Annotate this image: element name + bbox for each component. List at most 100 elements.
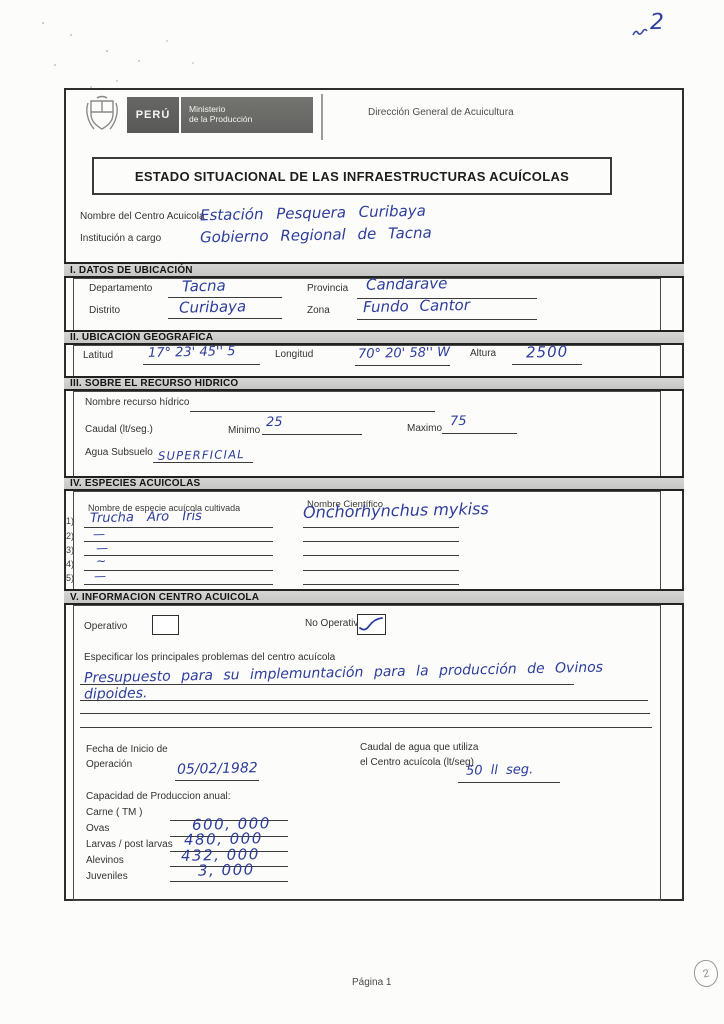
ruled-line bbox=[80, 713, 650, 715]
direction-label: Dirección General de Acuicultura bbox=[368, 107, 514, 118]
altura-label: Altura bbox=[470, 348, 497, 359]
produccion-row-label: Juveniles bbox=[86, 871, 128, 882]
species-name: — bbox=[93, 568, 107, 584]
section2-header-bar: II. UBICACIÓN GEOGRAFICA bbox=[64, 330, 684, 345]
ink-scribble bbox=[632, 28, 648, 36]
header-divider bbox=[321, 94, 323, 140]
species-row-number: 2) bbox=[66, 531, 75, 541]
form-title: ESTADO SITUACIONAL DE LAS INFRAESTRUCTUR… bbox=[134, 168, 570, 184]
operativo-label: Operativo bbox=[84, 621, 128, 632]
section1-header-bar: I. DATOS DE UBICACIÓN bbox=[64, 262, 684, 278]
circled-number-text: 2 bbox=[701, 966, 711, 981]
section5-header-bar: V. INFORMACION CENTRO ACUICOLA bbox=[64, 589, 684, 605]
section5-box bbox=[73, 605, 661, 901]
no-operativo-checkbox bbox=[357, 614, 386, 635]
species-name: ~ bbox=[95, 553, 107, 569]
ruled-line bbox=[357, 319, 537, 321]
fecha-inicio-label-1: Fecha de Inicio de bbox=[86, 744, 168, 755]
species-row-number: 5) bbox=[66, 573, 75, 583]
logo-ministry-line1: Ministerio bbox=[189, 104, 226, 115]
ruled-line bbox=[303, 527, 459, 529]
section2-title: II. UBICACIÓN GEOGRAFICA bbox=[70, 332, 214, 343]
section3-title: III. SOBRE EL RECURSO HIDRICO bbox=[70, 378, 239, 389]
page-number: Página 1 bbox=[352, 977, 392, 988]
section5-title: V. INFORMACION CENTRO ACUICOLA bbox=[70, 591, 260, 603]
ruled-line bbox=[170, 851, 288, 853]
ruled-line bbox=[190, 411, 435, 413]
ruled-line bbox=[80, 700, 648, 702]
ruled-line bbox=[84, 527, 273, 529]
handwritten-page-number: 2 bbox=[649, 9, 665, 36]
agua-subsuelo-value: SUPERFICIAL bbox=[157, 447, 245, 463]
minimo-label: Minimo bbox=[228, 425, 261, 436]
institution-label: Institución a cargo bbox=[80, 233, 162, 244]
ruled-line bbox=[168, 297, 282, 299]
produccion-row-label: Ovas bbox=[86, 823, 110, 834]
zona-label: Zona bbox=[307, 305, 330, 316]
distrito-label: Distrito bbox=[89, 305, 121, 316]
ruled-line bbox=[303, 541, 459, 543]
center-name-label: Nombre del Centro Acuicola bbox=[80, 211, 205, 222]
ruled-line bbox=[170, 866, 288, 868]
longitud-label: Longitud bbox=[275, 349, 314, 360]
species-name: — bbox=[92, 526, 106, 542]
ruled-line bbox=[170, 820, 288, 822]
peru-coat-of-arms-icon bbox=[86, 95, 118, 130]
ruled-line bbox=[355, 365, 450, 367]
ruled-line bbox=[512, 364, 582, 366]
species-row-number: 3) bbox=[66, 545, 75, 555]
ruled-line bbox=[303, 570, 459, 572]
caudal-uso-label-1: Caudal de agua que utiliza bbox=[360, 742, 479, 753]
longitud-value: 70° 20' 58'' W bbox=[357, 345, 451, 362]
operativo-checkbox bbox=[152, 615, 179, 635]
ruled-line bbox=[175, 780, 259, 782]
fecha-inicio-value: 05/02/1982 bbox=[176, 760, 258, 778]
ruled-line bbox=[303, 584, 459, 586]
zona-value: Fundo Cantor bbox=[362, 295, 471, 317]
ruled-line bbox=[170, 881, 288, 883]
ruled-line bbox=[153, 462, 253, 464]
agua-subsuelo-label: Agua Subsuelo bbox=[85, 447, 153, 458]
produccion-row-value: 3, 000 bbox=[197, 860, 255, 880]
altura-value: 2500 bbox=[525, 342, 569, 362]
ruled-line bbox=[84, 570, 273, 572]
latitud-value: 17° 23' 45'' 5 bbox=[147, 344, 236, 361]
departamento-label: Departamento bbox=[89, 283, 153, 294]
produccion-row-label: Carne ( TM ) bbox=[86, 807, 143, 818]
ruled-line bbox=[458, 782, 560, 784]
maximo-value: 75 bbox=[449, 413, 467, 430]
distrito-value: Curibaya bbox=[178, 297, 247, 317]
ruled-line bbox=[84, 555, 273, 557]
ruled-line bbox=[84, 584, 273, 586]
ruled-line bbox=[170, 836, 288, 838]
ruled-line bbox=[168, 318, 282, 320]
circled-pencil-number: 2 bbox=[691, 957, 721, 990]
minimo-value: 25 bbox=[265, 414, 283, 431]
form-title-box: ESTADO SITUACIONAL DE LAS INFRAESTRUCTUR… bbox=[92, 157, 612, 195]
scientific-name: Onchorhynchus mykiss bbox=[302, 499, 489, 522]
species-row-number: 4) bbox=[66, 559, 75, 569]
caudal-uso-value: 50 ll seg. bbox=[465, 762, 534, 779]
ruled-line bbox=[80, 727, 652, 729]
latitud-label: Latitud bbox=[83, 350, 114, 361]
species-row-number: 1) bbox=[66, 516, 75, 526]
logo-country-text: PERÚ bbox=[135, 109, 171, 121]
section4-title: IV. ESPECIES ACUICOLAS bbox=[70, 478, 201, 489]
check-mark-icon bbox=[359, 617, 383, 631]
cientifico-column-header: Nombre Científico bbox=[307, 499, 384, 510]
logo-ministry-line2: de la Producción bbox=[189, 114, 253, 124]
ruled-line bbox=[262, 434, 362, 436]
ruled-line bbox=[303, 555, 459, 557]
maximo-label: Maximo bbox=[407, 423, 443, 434]
ruled-line bbox=[143, 364, 260, 366]
ruled-line bbox=[80, 684, 574, 686]
especie-column-header: Nombre de especie acuícola cultivada bbox=[88, 503, 241, 513]
recurso-hidrico-label: Nombre recurso hídrico bbox=[85, 397, 190, 408]
caudal-label: Caudal (lt/seg.) bbox=[85, 424, 153, 435]
logo-ministry-block: Ministerio de la Producción bbox=[181, 97, 313, 133]
ruled-line bbox=[84, 541, 273, 543]
fecha-inicio-label-2: Operación bbox=[86, 759, 133, 770]
provincia-label: Provincia bbox=[307, 283, 349, 294]
ruled-line bbox=[442, 433, 517, 435]
